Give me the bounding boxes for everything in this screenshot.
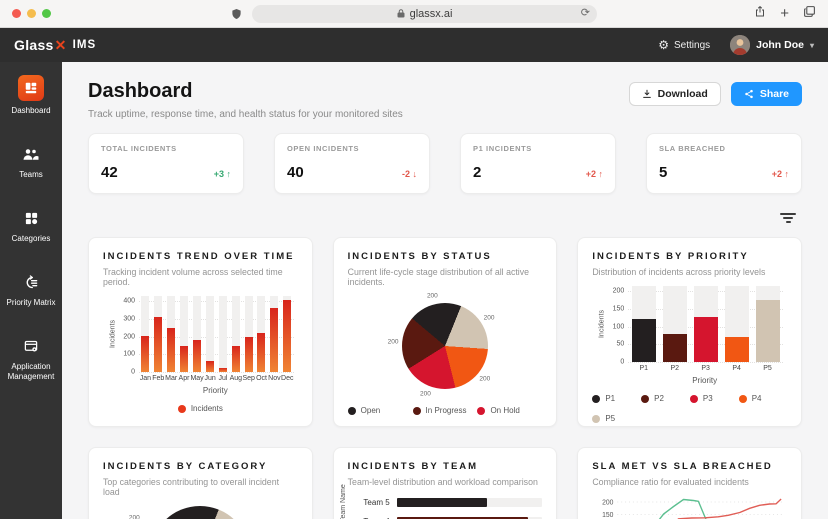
chart-card-incidents-by-priority: INCIDENTS BY PRIORITY Distribution of in… [577,237,802,427]
sidebar-item-teams[interactable]: Teams [2,143,60,180]
incidents-by-priority-chart: Incidents 200 150 100 50 0 P1 P2 P3 P4 P5 Priority P… [592,286,787,423]
chart-card-incidents-by-status: INCIDENTS BY STATUS Current life-cycle s… [332,237,558,427]
browser-chrome: glassx.ai ⟳ + [0,0,828,28]
sidebar-item-label: Application Management [7,362,55,381]
chart-subtitle: Compliance ratio for evaluated incidents [592,477,749,487]
sidebar-item-application-management[interactable]: Application Management [2,335,60,382]
traffic-lights[interactable] [12,9,162,18]
svg-text:150: 150 [602,512,614,519]
gear-icon: ⚙ [658,38,669,52]
chart-subtitle: Top categories contributing to overall i… [103,477,280,497]
chart-subtitle: Distribution of incidents across priorit… [592,267,766,277]
incidents-trend-chart: Incidents 400 300 200 100 0 Jan Feb Mar Apr May Jun… [109,296,294,413]
chart-card-incidents-by-category: INCIDENTS BY CATEGORY Top categories con… [88,447,313,519]
lock-icon [397,9,405,18]
kpi-value: 40 [287,164,304,181]
kpi-delta: +2 ↑ [585,169,603,179]
user-menu[interactable]: John Doe ▾ [730,35,814,55]
kpi-delta: -2 ↓ [401,169,417,179]
app-navbar: Glass ✕ IMS ⚙ Settings John Doe ▾ [0,28,828,62]
kpi-value: 42 [101,164,118,181]
chart-title: INCIDENTS BY STATUS [347,251,492,262]
kpi-value: 2 [473,164,482,181]
kpi-row: TOTAL INCIDENTS 42 +3 ↑ OPEN INCIDENTS 40… [88,133,802,194]
kpi-card-p1-incidents: P1 INCIDENTS 2 +2 ↑ [460,133,616,194]
kpi-label: TOTAL INCIDENTS [101,144,177,153]
chart-subtitle: Tracking incident volume across selected… [103,267,283,287]
close-window-button[interactable] [12,9,21,18]
brand-x-mark: ✕ [54,36,67,53]
share-page-icon[interactable] [754,5,766,23]
main-content: Dashboard Track uptime, response time, a… [62,62,828,519]
share-icon [745,89,753,99]
user-name: John Doe [756,39,804,51]
address-bar[interactable]: glassx.ai ⟳ [252,4,597,23]
app-logo[interactable]: Glass ✕ IMS [14,37,96,54]
brand-text: Glass [14,37,54,53]
minimize-window-button[interactable] [27,9,36,18]
zoom-window-button[interactable] [42,9,51,18]
chart-card-sla-met-vs-breached: SLA MET VS SLA BREACHED Compliance ratio… [577,447,802,519]
kpi-card-sla-breached: SLA BREACHED 5 +2 ↑ [646,133,802,194]
sidebar-item-label: Categories [11,234,51,243]
sidebar-item-categories[interactable]: Categories [2,207,60,244]
download-icon [642,89,651,98]
brand-suffix: IMS [72,39,97,51]
priority-matrix-icon [20,271,42,293]
sidebar-item-label: Teams [19,170,43,179]
download-button[interactable]: Download [628,82,721,106]
categories-icon [20,207,42,229]
chart-subtitle: Current life-cycle stage distribution of… [347,267,530,287]
dashboard-icon [18,75,44,101]
privacy-shield-icon[interactable] [231,8,242,20]
tabs-overview-icon[interactable] [803,5,816,23]
download-label: Download [657,88,708,100]
share-label: Share [759,88,789,100]
application-management-icon [20,335,42,357]
sidebar-item-label: Dashboard [11,106,51,115]
sidebar: Dashboard Teams Categories Priority Matr… [0,62,62,519]
kpi-card-total-incidents: TOTAL INCIDENTS 42 +3 ↑ [88,133,244,194]
chart-title: SLA MET VS SLA BREACHED [592,461,773,472]
teams-icon [20,143,42,165]
avatar [730,35,751,55]
sidebar-item-dashboard[interactable]: Dashboard [2,75,60,116]
kpi-delta: +2 ↑ [771,169,789,179]
page-subtitle: Track uptime, response time, and health … [88,109,403,120]
chevron-down-icon: ▾ [809,40,814,50]
settings-label: Settings [674,39,711,51]
charts-grid: INCIDENTS TREND OVER TIME Tracking incid… [88,237,802,519]
kpi-label: OPEN INCIDENTS [287,144,360,153]
kpi-label: P1 INCIDENTS [473,144,532,153]
kpi-delta: +3 ↑ [213,169,231,179]
chart-title: INCIDENTS BY CATEGORY [103,461,268,472]
sidebar-item-priority-matrix[interactable]: Priority Matrix [2,271,60,308]
chart-card-incidents-by-team: INCIDENTS BY TEAM Team-level distributio… [332,447,558,519]
new-tab-icon[interactable]: + [780,5,789,22]
kpi-label: SLA BREACHED [659,144,726,153]
settings-button[interactable]: ⚙ Settings [658,39,710,51]
kpi-value: 5 [659,164,668,181]
chart-subtitle: Team-level distribution and workload com… [347,477,538,487]
filter-icon[interactable] [780,213,796,223]
chart-title: INCIDENTS BY PRIORITY [592,251,749,262]
sidebar-item-label: Priority Matrix [6,298,56,307]
svg-text:200: 200 [602,499,614,506]
page-title: Dashboard [88,80,193,102]
url-text: glassx.ai [409,7,453,20]
chart-title: INCIDENTS BY TEAM [347,461,479,472]
kpi-card-open-incidents: OPEN INCIDENTS 40 -2 ↓ [274,133,430,194]
share-button[interactable]: Share [730,82,802,106]
reload-icon[interactable]: ⟳ [580,6,590,19]
chart-title: INCIDENTS TREND OVER TIME [103,251,295,262]
chart-card-incidents-trend: INCIDENTS TREND OVER TIME Tracking incid… [88,237,313,427]
